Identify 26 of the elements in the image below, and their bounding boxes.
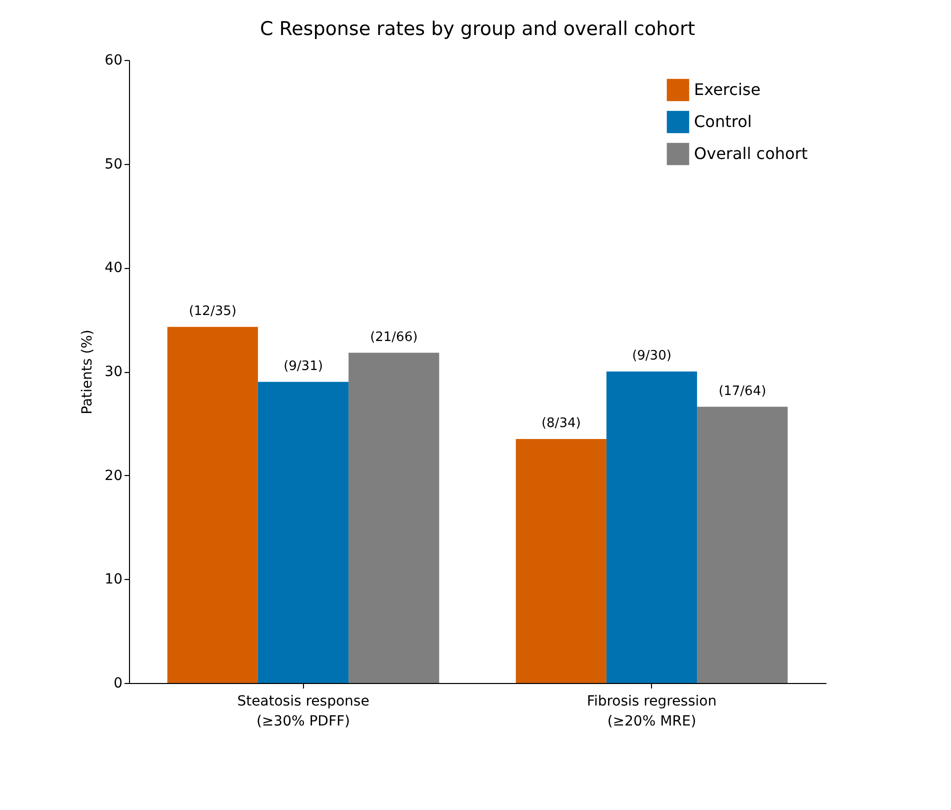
legend-label: Control: [694, 112, 752, 131]
y-tick-label: 60: [104, 52, 122, 68]
y-tick-label: 10: [104, 572, 122, 588]
bar: [697, 406, 788, 683]
data-label: (8/34): [541, 416, 581, 431]
y-tick-label: 0: [114, 676, 122, 692]
y-tick-label: 30: [104, 364, 122, 380]
data-label: (9/31): [284, 358, 323, 374]
bar: [348, 352, 440, 683]
bar: [258, 382, 349, 683]
legend-label: Overall cohort: [694, 144, 808, 163]
bar: [167, 326, 258, 683]
data-label: (9/30): [632, 348, 672, 364]
y-tick-label: 50: [104, 156, 122, 172]
y-tick-label: 40: [104, 260, 122, 276]
data-label: (21/66): [370, 330, 418, 345]
chart-title: C Response rates by group and overall cohort: [260, 18, 696, 40]
bar: [516, 438, 606, 683]
y-axis-title: Patients (%): [80, 330, 96, 414]
data-label: (12/35): [188, 304, 236, 319]
data-label: (17/64): [718, 384, 766, 399]
bar: [606, 372, 698, 683]
x-tick-label: Fibrosis regression (≥20% MRE): [586, 694, 717, 730]
y-tick-label: 20: [104, 468, 122, 484]
legend-label: Exercise: [694, 80, 761, 99]
x-tick-label: Steatosis response (≥30% PDFF): [237, 694, 370, 730]
